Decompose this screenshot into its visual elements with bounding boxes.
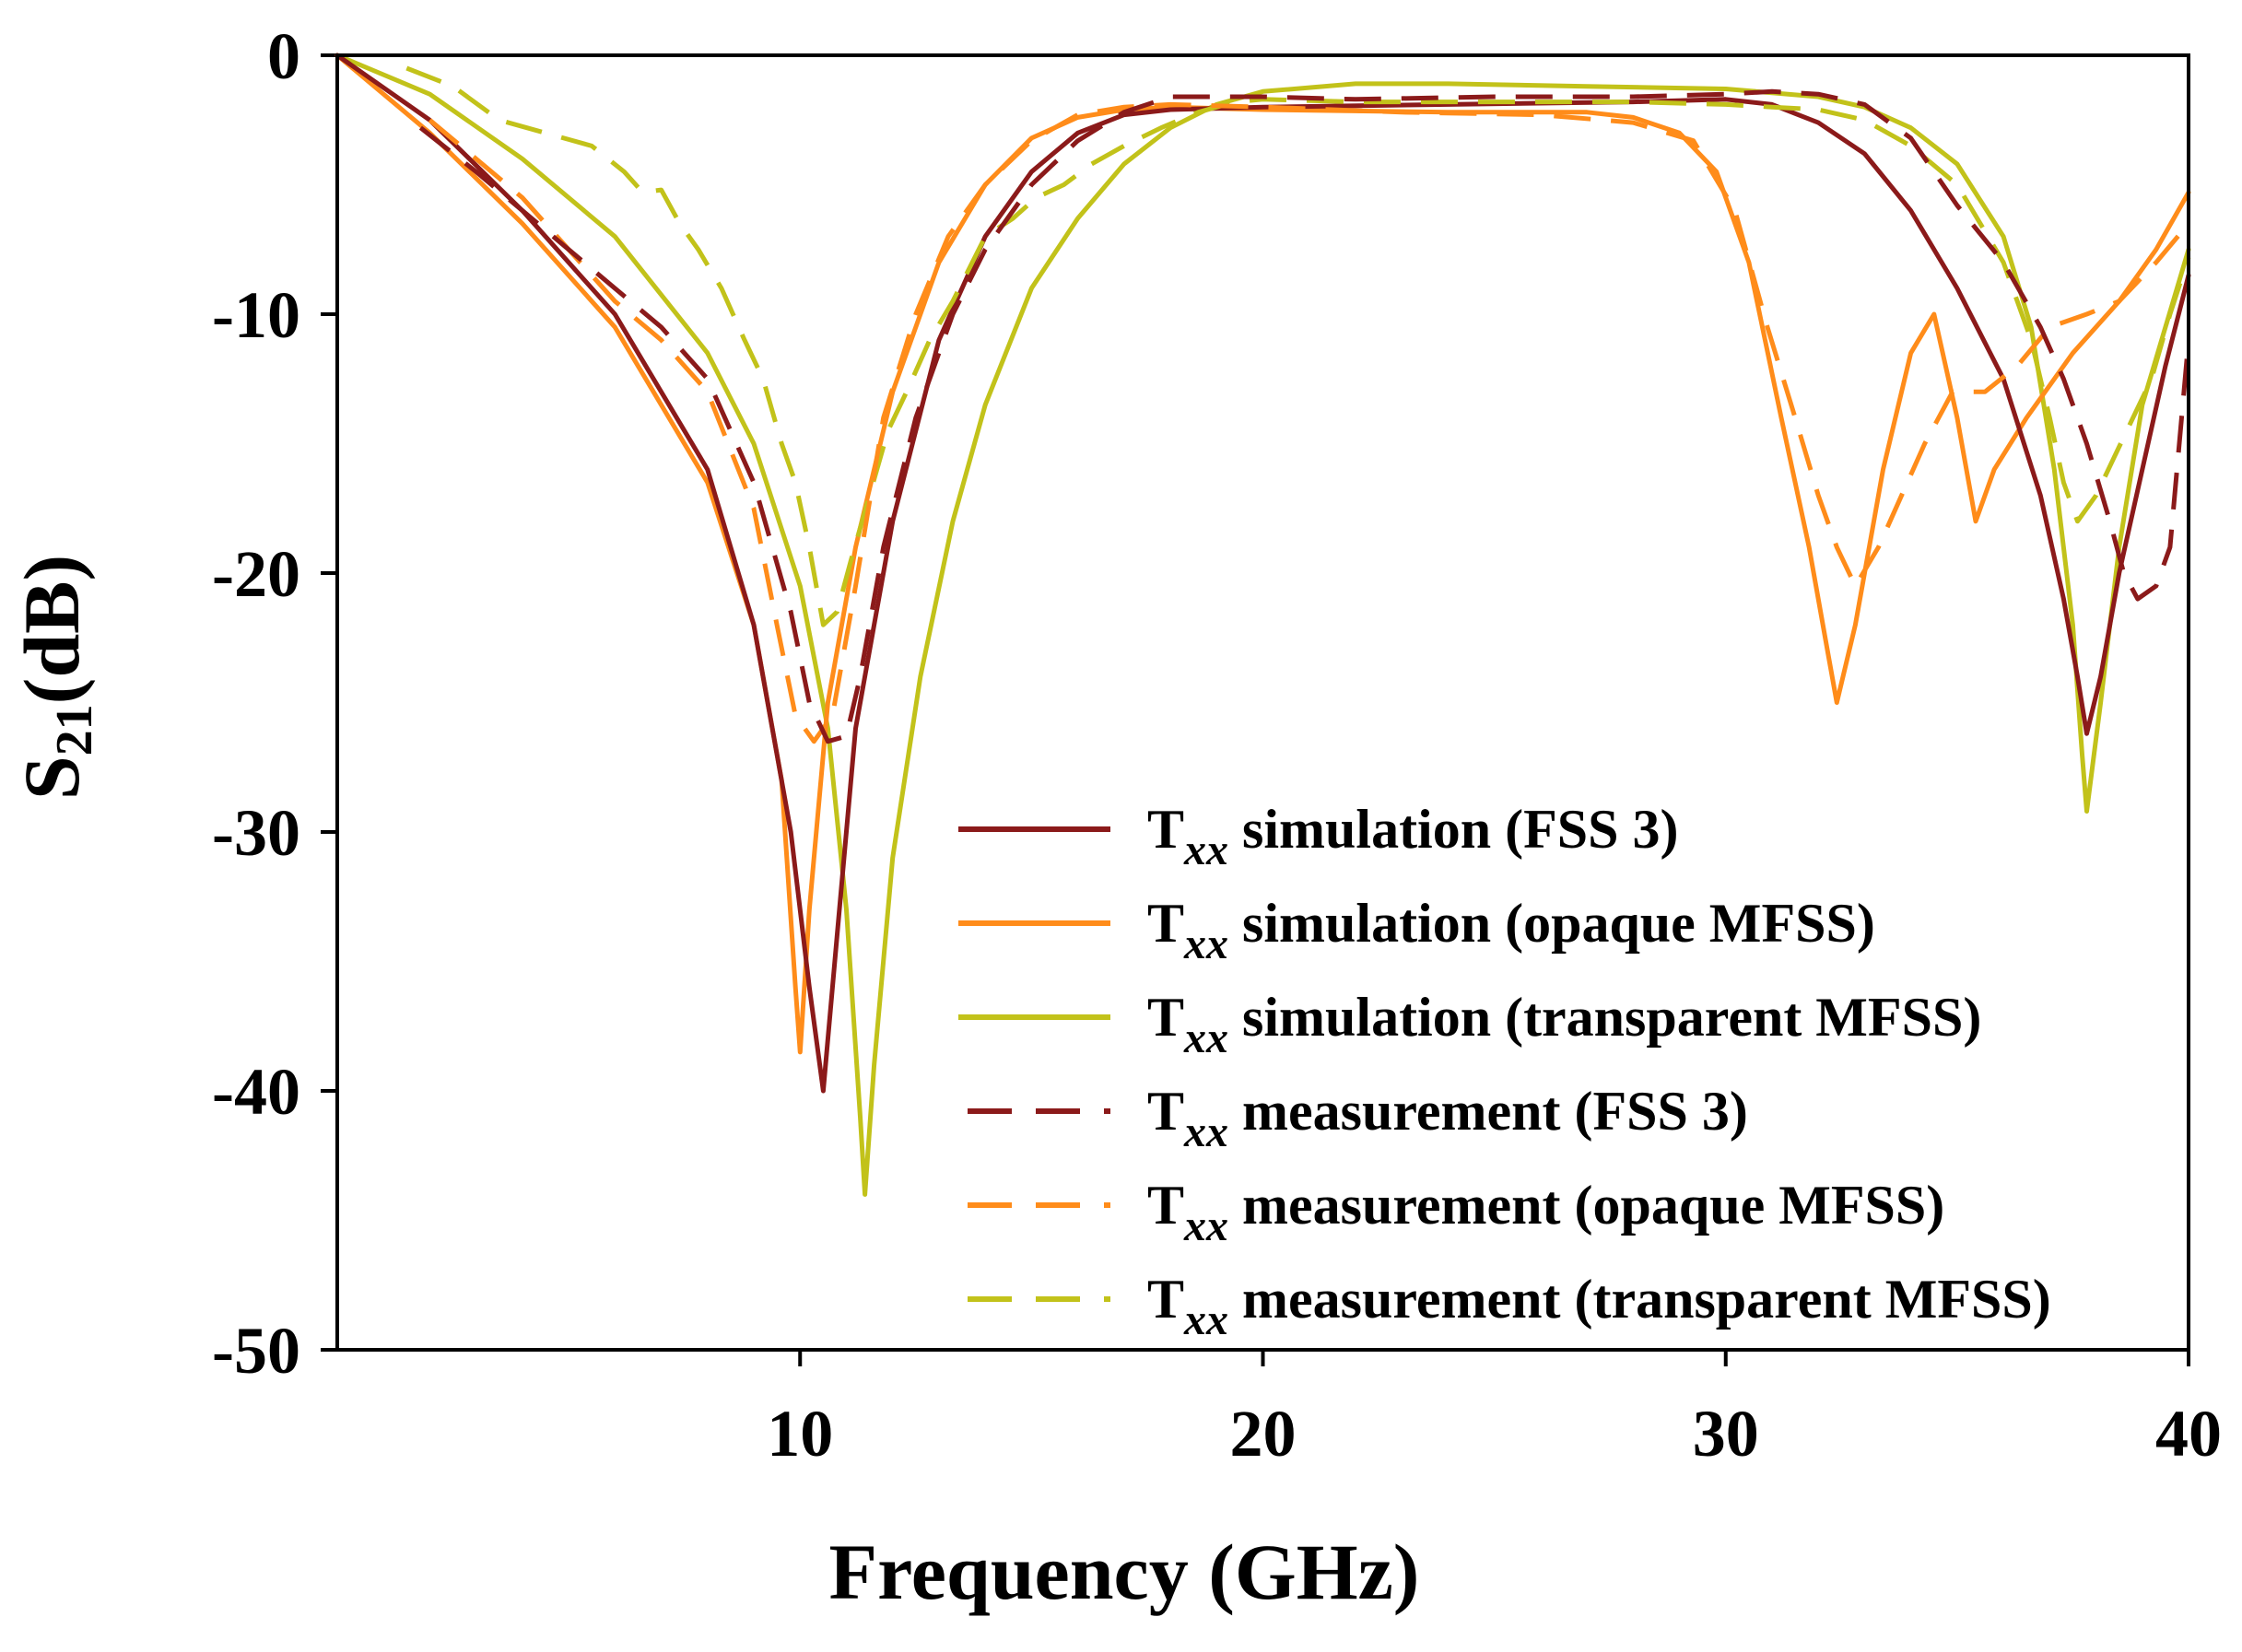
x-axis-ticks: 10 20 30 40 <box>767 1350 2222 1470</box>
y-tick-label: -20 <box>212 537 300 611</box>
legend-entry-sub: xx <box>1183 1295 1228 1344</box>
y-tick-label: -10 <box>212 278 300 352</box>
legend-entry-5: Txx measurement (transparent MFSS) <box>1147 1269 2051 1344</box>
x-axis-title: Frequency (GHz) <box>829 1528 1420 1616</box>
legend-entry-base: T <box>1147 1081 1184 1142</box>
y-axis-title-sub: 21 <box>46 704 103 756</box>
series-line-3 <box>418 88 2191 744</box>
legend-entry-label: simulation (FSS 3) <box>1228 799 1678 860</box>
y-tick-label: 0 <box>267 19 300 93</box>
plot-frame <box>335 53 2190 1352</box>
y-axis-title-base: S <box>7 756 96 800</box>
legend-entry-base: T <box>1147 1269 1184 1330</box>
legend-entry-3: Txx measurement (FSS 3) <box>1147 1081 1748 1156</box>
legend-entry-label: measurement (FSS 3) <box>1228 1081 1748 1142</box>
legend-entry-label: measurement (opaque MFSS) <box>1228 1175 1944 1236</box>
series-layer <box>335 53 2191 1197</box>
y-tick-label: -50 <box>212 1314 300 1388</box>
legend-entry-base: T <box>1147 799 1184 860</box>
y-axis-title: S21(dB) <box>7 555 103 800</box>
legend-entry-sub: xx <box>1183 1013 1228 1062</box>
y-tick-label: -30 <box>212 796 300 870</box>
series-line-0 <box>335 53 2191 1094</box>
x-tick-label: 20 <box>1230 1397 1297 1470</box>
legend-entry-label: measurement (transparent MFSS) <box>1228 1269 2051 1330</box>
x-tick-label: 40 <box>2155 1397 2222 1470</box>
y-axis-ticks: 0 -10 -20 -30 -40 -50 <box>212 19 337 1388</box>
y-axis-title-unit: (dB) <box>7 555 96 704</box>
series-line-4 <box>428 101 2190 744</box>
legend-entry-2: Txx simulation (transparent MFSS) <box>1147 987 1981 1062</box>
legend-entry-4: Txx measurement (opaque MFSS) <box>1147 1175 1944 1250</box>
legend-entry-sub: xx <box>1183 1201 1228 1250</box>
legend-entry-0: Txx simulation (FSS 3) <box>1147 799 1678 874</box>
legend-entry-sub: xx <box>1183 826 1228 874</box>
legend-entry-sub: xx <box>1183 1107 1228 1156</box>
legend-entry-1: Txx simulation (opaque MFSS) <box>1147 893 1875 968</box>
legend-entry-sub: xx <box>1183 920 1228 968</box>
series-line-5 <box>405 65 2191 627</box>
x-tick-label: 30 <box>1693 1397 1759 1470</box>
legend-entry-base: T <box>1147 893 1184 954</box>
legend-entry-base: T <box>1147 1175 1184 1236</box>
legend-entry-base: T <box>1147 987 1184 1048</box>
legend-entry-label: simulation (transparent MFSS) <box>1228 987 1981 1048</box>
y-tick-label: -40 <box>212 1055 300 1129</box>
x-tick-label: 10 <box>767 1397 833 1470</box>
legend-entry-label: simulation (opaque MFSS) <box>1228 893 1875 954</box>
legend: Txx simulation (FSS 3)Txx simulation (op… <box>958 799 2051 1344</box>
